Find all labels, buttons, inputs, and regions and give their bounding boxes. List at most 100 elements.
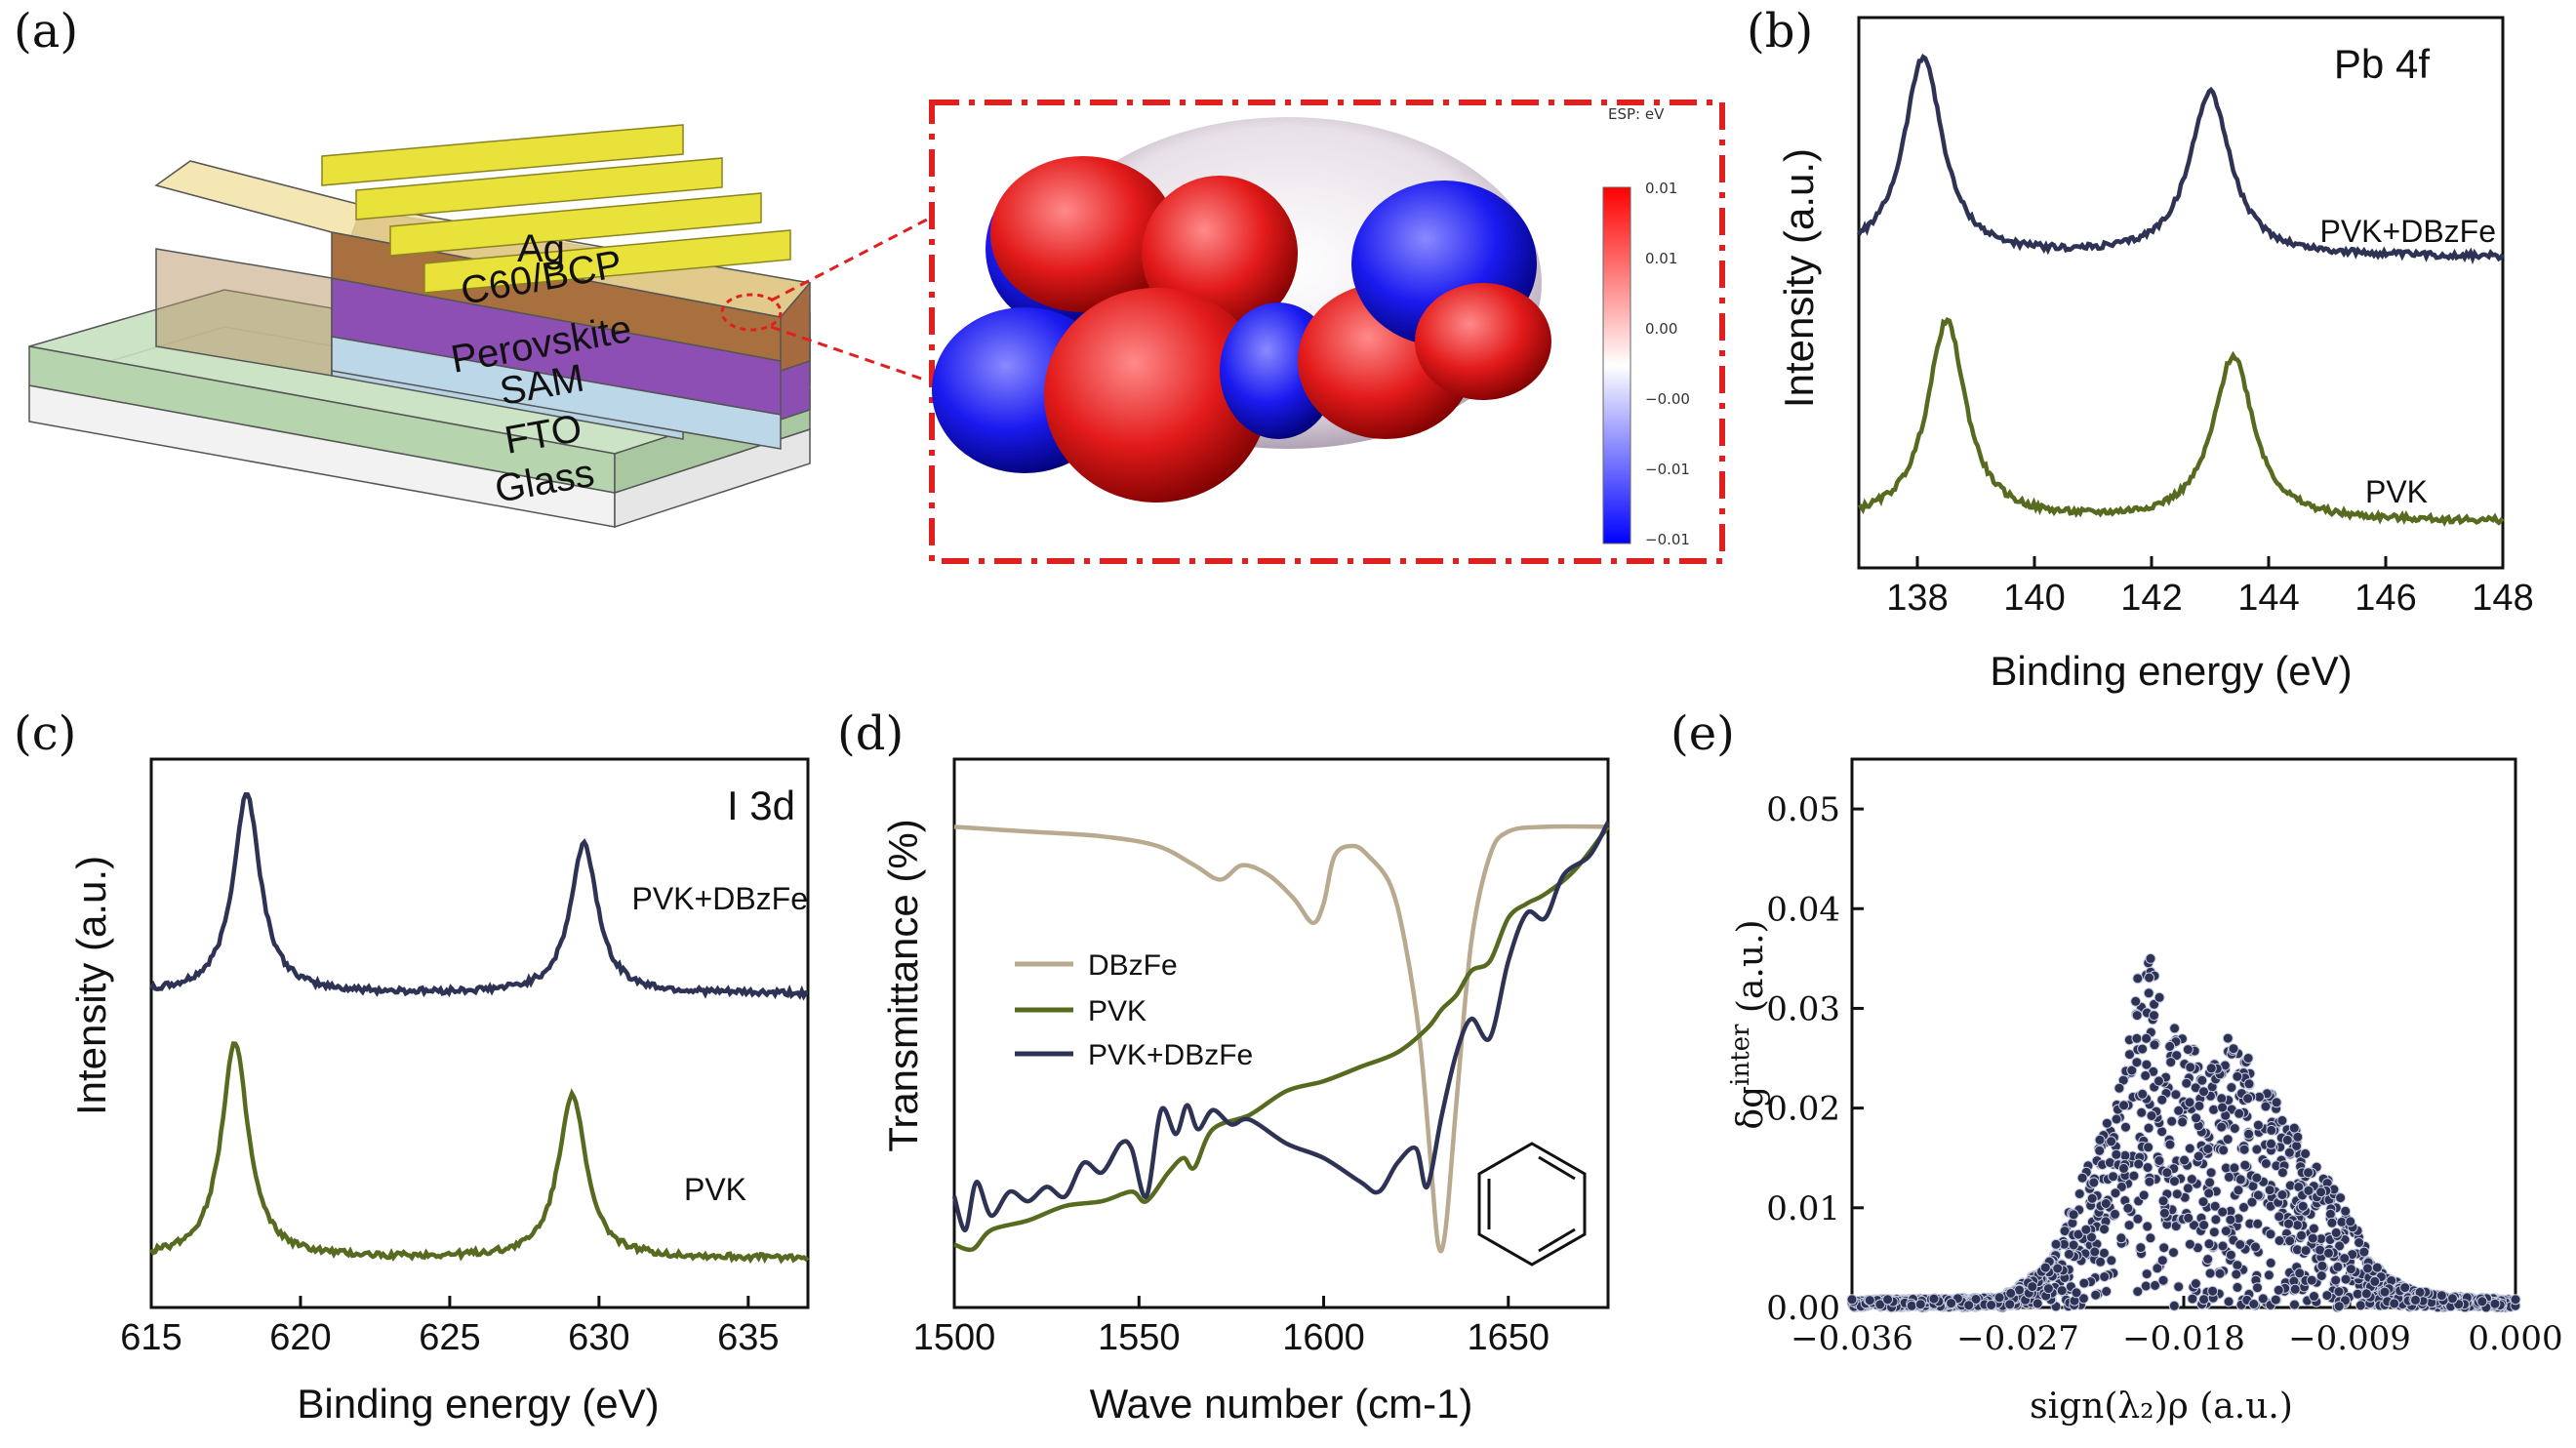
scatter-point <box>2335 1192 2347 1204</box>
scatter-point <box>2181 1077 2193 1089</box>
scatter-point <box>2232 1070 2243 1082</box>
zoom-line-top <box>770 218 928 302</box>
scatter-point <box>2273 1284 2284 1296</box>
scatter-point <box>2027 1281 2038 1293</box>
scatter-point <box>2340 1205 2352 1217</box>
esp-inset-frame <box>929 100 1725 564</box>
scatter-point <box>2130 995 2142 1007</box>
scatter-point <box>2321 1290 2333 1302</box>
scatter-point <box>2225 1214 2236 1226</box>
scatter-point <box>2124 1049 2135 1061</box>
x-tick-label: 1650 <box>1468 1317 1550 1358</box>
scatter-point <box>2095 1256 2107 1267</box>
zoom-line-bottom <box>770 325 928 382</box>
scatter-point <box>2196 1074 2208 1086</box>
ag-bar <box>423 229 791 294</box>
panel-d: (d) Transmittance (%) Wave number (cm-1)… <box>837 706 1610 1427</box>
scatter-point <box>2266 1124 2277 1136</box>
scatter-point <box>2119 1149 2131 1161</box>
scatter-point <box>2145 952 2156 964</box>
scatter-point <box>2207 1285 2219 1297</box>
x-tick-label: 620 <box>269 1317 331 1358</box>
panel-label-b: (b) <box>1747 4 1813 59</box>
scatter-point <box>2308 1223 2319 1234</box>
plot-frame-b <box>1857 16 2505 570</box>
scatter-point <box>2222 1032 2234 1044</box>
scatter-point <box>2251 1172 2263 1184</box>
scatter-point <box>2205 1167 2217 1179</box>
scatter-point <box>2145 1232 2156 1244</box>
scatter-point <box>2143 1122 2154 1134</box>
series-label-b-top: PVK+DBzFe <box>2319 214 2496 249</box>
ag-bar <box>321 124 684 186</box>
scatter-point <box>2399 1282 2411 1294</box>
benzene-ring <box>1477 1142 1587 1267</box>
scatter-point <box>2141 1059 2153 1070</box>
x-tick-label: 138 <box>1886 578 1948 619</box>
scatter-point <box>2289 1299 2300 1310</box>
scatter-point <box>2296 1229 2308 1241</box>
scatter-point <box>2099 1271 2111 1282</box>
scatter-point <box>2234 1174 2246 1186</box>
scatter-point <box>2355 1300 2366 1311</box>
scatter-point <box>2157 1274 2169 1286</box>
scatter-point <box>2369 1275 2381 1287</box>
scatter-point <box>2228 1043 2239 1055</box>
x-axis-title-e: sign(λ₂)ρ (a.u.) <box>2030 1387 2293 1427</box>
scatter-point <box>2204 1177 2216 1188</box>
scatter-point <box>2203 1187 2215 1199</box>
scatter-point <box>2110 1187 2121 1199</box>
x-tick-label: 1600 <box>1282 1317 1365 1358</box>
scatter-point <box>2101 1117 2113 1129</box>
cb-tick: 0.00 <box>1645 320 1677 338</box>
scatter-point <box>2330 1274 2342 1286</box>
ticks-e: −0.036 −0.027 −0.018 −0.009 0.000 0.00 0.01 0.0… <box>1766 757 2563 1358</box>
scatter-point <box>2157 1195 2169 1207</box>
scatter-point <box>2004 1299 2016 1310</box>
scatter-point <box>2209 1200 2221 1212</box>
stack-left <box>155 248 333 377</box>
scatter-point <box>2271 1097 2282 1108</box>
scatter-point <box>1874 1299 1886 1310</box>
scatter-point <box>2242 1093 2254 1105</box>
scatter-point <box>1846 1294 1858 1306</box>
scatter-point <box>2334 1240 2346 1252</box>
scatter-point <box>2100 1198 2112 1209</box>
scatter-point <box>2248 1299 2260 1309</box>
legend-label-pvk: PVK <box>1088 995 1147 1027</box>
scatter-point <box>2288 1122 2300 1134</box>
scatter-point <box>2073 1188 2085 1199</box>
scatter-point <box>2173 1105 2185 1116</box>
scatter-point <box>2243 1078 2255 1090</box>
scatter-point <box>2315 1187 2327 1198</box>
scatter-point <box>2032 1298 2043 1309</box>
scatter-point <box>2090 1289 2102 1301</box>
scatter-point <box>2156 1094 2168 1106</box>
scatter-point <box>2193 1150 2204 1162</box>
y-tick-label: 0.03 <box>1766 989 1840 1028</box>
scatter-point <box>2223 1296 2234 1307</box>
scatter-point <box>2231 1268 2242 1280</box>
scatter-point <box>2131 1032 2143 1044</box>
scatter-point <box>2106 1136 2117 1147</box>
scatter-point <box>2435 1290 2447 1302</box>
scatter-point <box>1986 1300 1997 1310</box>
scatter-point <box>2210 1214 2222 1226</box>
scatter-point <box>2198 1220 2210 1230</box>
scatter-point <box>2266 1138 2276 1149</box>
panel-a: (a) <box>14 4 1725 564</box>
scatter-point <box>2164 1139 2176 1150</box>
x-tick-label: 140 <box>2003 578 2065 619</box>
scatter-point <box>2185 1062 2196 1073</box>
x-ticks-c: 615 620 625 630 635 <box>120 757 810 1358</box>
scatter-point <box>2149 1039 2160 1051</box>
scatter-point <box>2243 1128 2255 1140</box>
scatter-point <box>2179 1154 2191 1166</box>
scatter-point <box>2340 1273 2352 1285</box>
scatter-point <box>2168 1247 2179 1259</box>
y-axis-title-e-unit: (a.u.) <box>1731 919 1771 1024</box>
x-tick-label: −0.009 <box>2288 1319 2411 1358</box>
scatter-point <box>2164 1040 2176 1052</box>
scatter-point <box>2177 1116 2189 1128</box>
scatter-point <box>2389 1298 2400 1309</box>
